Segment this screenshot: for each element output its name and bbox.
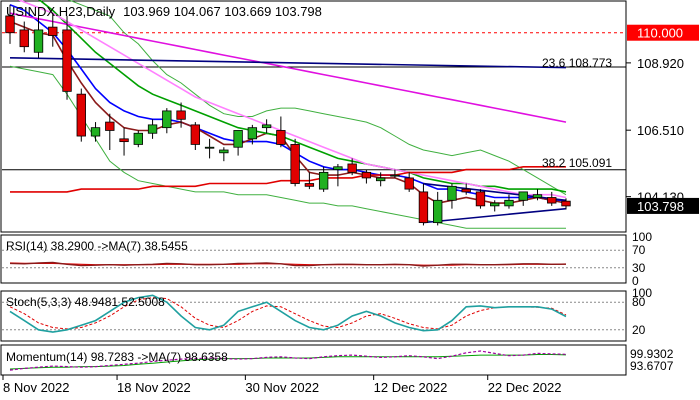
candle-body xyxy=(276,130,286,145)
price-panel-title: USINDX.H23,Daily 103.969 104.067 103.669 … xyxy=(6,4,322,19)
candle-body xyxy=(532,194,543,198)
candle-body xyxy=(162,110,172,129)
candle-body xyxy=(133,132,143,145)
candle-body xyxy=(361,171,372,179)
rsi-plot-layer xyxy=(2,249,626,269)
candle-body xyxy=(233,130,243,148)
candle-body xyxy=(5,15,15,34)
price-tick-label: 110.000 xyxy=(637,26,683,41)
stoch-axis-label: 80 xyxy=(632,295,646,309)
candle-body xyxy=(561,200,571,207)
fib-level-38-label: 38.2 105.091 xyxy=(542,156,612,170)
rsi-axis-label: 30 xyxy=(632,261,646,275)
candle-body xyxy=(219,149,229,154)
price-ohlc: 103.969 104.067 103.669 103.798 xyxy=(123,4,322,19)
candle-body xyxy=(490,202,500,207)
stoch-k-line xyxy=(9,294,567,333)
trendline-2 xyxy=(423,182,567,202)
moving-average-line-3 xyxy=(9,12,567,123)
moving-average-line-4 xyxy=(16,0,567,199)
date-label: 30 Nov 2022 xyxy=(245,380,319,395)
trendline-1 xyxy=(423,207,567,224)
rsi-line xyxy=(9,261,567,267)
momentum-axis-top: 99.9302 xyxy=(630,347,674,361)
stoch-d-line xyxy=(9,297,567,330)
bollinger-lower-line xyxy=(9,65,566,229)
moving-average-line-5 xyxy=(10,166,566,193)
candle-body xyxy=(33,29,44,53)
bollinger-upper-line xyxy=(67,0,567,196)
stoch-panel-frame xyxy=(0,290,627,342)
candle-body xyxy=(290,144,300,184)
stoch-plot-layer xyxy=(2,294,626,333)
momentum-plot-layer xyxy=(9,350,567,371)
stoch-title: Stoch(5,3,3) 48.9481 52.5008 xyxy=(6,295,165,309)
candle-body xyxy=(447,185,457,201)
momentum-panel: Momentum(14) 98.7283 ->MA(7) 98.6358 99.… xyxy=(0,344,674,376)
candle-body xyxy=(475,191,486,207)
price-plot-layer xyxy=(2,0,626,229)
moving-average-line-1 xyxy=(9,20,567,204)
candle-body xyxy=(76,93,86,137)
momentum-axis-bottom: 93.6707 xyxy=(630,359,674,373)
candle-body xyxy=(375,177,386,182)
rsi-panel-frame xyxy=(0,234,627,284)
candle-body xyxy=(333,166,343,170)
current-price-badge xyxy=(627,197,699,214)
price-symbol: USINDX.H23,Daily xyxy=(6,4,116,19)
candle-body xyxy=(404,177,414,190)
candle-body xyxy=(105,121,115,131)
candle-body xyxy=(318,171,329,190)
candle-body xyxy=(247,127,258,140)
candle-body xyxy=(347,163,357,173)
candle-body xyxy=(390,174,400,177)
date-label: 18 Nov 2022 xyxy=(117,380,191,395)
candle-body xyxy=(461,188,471,193)
candle-body xyxy=(19,29,29,48)
candle-body xyxy=(119,138,129,143)
candle-body xyxy=(176,110,186,120)
rsi-title: RSI(14) 38.2900 ->MA(7) 38.5455 xyxy=(6,239,188,253)
candle-body xyxy=(62,29,72,92)
date-axis: 8 Nov 2022 18 Nov 2022 30 Nov 2022 12 Dec 2… xyxy=(2,375,562,395)
stoch-axis-label: 20 xyxy=(632,323,646,337)
rsi-axis-label: 100 xyxy=(632,230,652,244)
price-tick-label: 106.510 xyxy=(637,123,684,138)
candle-body xyxy=(433,199,443,224)
candle-body xyxy=(418,191,429,224)
fib-level-23-label: 23.6 108.773 xyxy=(542,56,612,70)
candle-body xyxy=(48,26,58,36)
price-tick-label: 108.920 xyxy=(637,56,684,71)
candle-body xyxy=(504,199,514,207)
rsi-axis-label: 70 xyxy=(632,243,646,257)
candle-body xyxy=(261,124,272,129)
trendline-0 xyxy=(9,57,567,69)
candle-body xyxy=(204,146,215,149)
level-110-badge xyxy=(627,24,699,41)
candle-body xyxy=(190,124,201,145)
momentum-line xyxy=(9,350,567,371)
candle-body xyxy=(90,127,101,137)
candle-body xyxy=(147,124,158,134)
moving-average-line-0 xyxy=(9,4,566,202)
stoch-axis-label: 100 xyxy=(632,286,652,300)
current-price-label: 103.798 xyxy=(637,199,684,214)
momentum-panel-frame xyxy=(0,344,627,376)
date-label: 12 Dec 2022 xyxy=(374,380,448,395)
price-panel: USINDX.H23,Daily 103.969 104.067 103.669 … xyxy=(0,0,699,233)
momentum-title: Momentum(14) 98.7283 ->MA(7) 98.6358 xyxy=(6,350,228,364)
candle-body xyxy=(518,191,528,201)
rsi-axis-label: 0 xyxy=(632,274,639,288)
date-label: 22 Dec 2022 xyxy=(488,380,562,395)
candle-body xyxy=(304,183,315,187)
candle-body xyxy=(547,197,557,204)
date-label: 8 Nov 2022 xyxy=(3,380,70,395)
